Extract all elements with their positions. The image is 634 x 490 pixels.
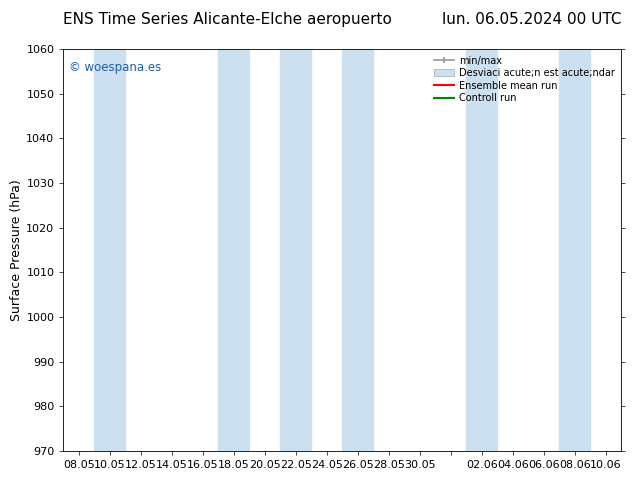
Bar — [559, 49, 590, 451]
Text: © woespana.es: © woespana.es — [69, 61, 161, 74]
Legend: min/max, Desviaci acute;n est acute;ndar, Ensemble mean run, Controll run: min/max, Desviaci acute;n est acute;ndar… — [432, 54, 616, 105]
Bar — [218, 49, 249, 451]
Bar — [342, 49, 373, 451]
Bar — [280, 49, 311, 451]
Bar — [467, 49, 497, 451]
Text: lun. 06.05.2024 00 UTC: lun. 06.05.2024 00 UTC — [442, 12, 621, 27]
Bar — [94, 49, 126, 451]
Y-axis label: Surface Pressure (hPa): Surface Pressure (hPa) — [11, 179, 23, 321]
Text: ENS Time Series Alicante-Elche aeropuerto: ENS Time Series Alicante-Elche aeropuert… — [63, 12, 392, 27]
